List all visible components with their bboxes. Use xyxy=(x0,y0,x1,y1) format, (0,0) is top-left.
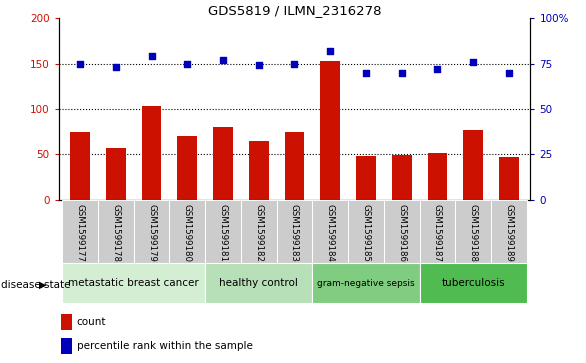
Point xyxy=(432,66,442,72)
Bar xyxy=(70,132,90,200)
Bar xyxy=(61,314,71,330)
Point xyxy=(290,61,299,66)
Bar xyxy=(491,200,527,263)
Point xyxy=(325,48,335,54)
Bar xyxy=(62,200,98,263)
Bar xyxy=(169,200,205,263)
Text: GSM1599178: GSM1599178 xyxy=(111,204,120,262)
Bar xyxy=(249,141,268,200)
Bar xyxy=(106,148,125,200)
Bar xyxy=(420,263,527,303)
Bar xyxy=(428,153,447,200)
Text: GSM1599187: GSM1599187 xyxy=(433,204,442,262)
Bar xyxy=(384,200,420,263)
Text: GSM1599189: GSM1599189 xyxy=(505,204,513,262)
Text: GSM1599182: GSM1599182 xyxy=(254,204,263,262)
Bar xyxy=(178,136,197,200)
Bar xyxy=(312,200,348,263)
Point xyxy=(76,61,85,66)
Text: metastatic breast cancer: metastatic breast cancer xyxy=(69,278,199,288)
Bar xyxy=(312,263,420,303)
Bar xyxy=(98,200,134,263)
Point xyxy=(254,62,264,68)
Point xyxy=(468,59,478,65)
Point xyxy=(183,61,192,66)
Point xyxy=(504,70,513,76)
Text: GSM1599181: GSM1599181 xyxy=(219,204,227,262)
Text: count: count xyxy=(77,317,106,327)
Title: GDS5819 / ILMN_2316278: GDS5819 / ILMN_2316278 xyxy=(207,4,381,17)
Point xyxy=(361,70,370,76)
Text: disease state: disease state xyxy=(1,280,71,290)
Bar xyxy=(392,155,411,200)
Bar xyxy=(205,263,312,303)
Bar xyxy=(134,200,169,263)
Text: GSM1599180: GSM1599180 xyxy=(183,204,192,262)
Bar xyxy=(348,200,384,263)
Text: GSM1599177: GSM1599177 xyxy=(76,204,84,262)
Bar xyxy=(499,157,519,200)
Text: GSM1599185: GSM1599185 xyxy=(362,204,370,262)
Text: GSM1599184: GSM1599184 xyxy=(326,204,335,262)
Bar xyxy=(420,200,455,263)
Text: healthy control: healthy control xyxy=(219,278,298,288)
Bar xyxy=(142,106,161,200)
Point xyxy=(147,53,156,59)
Bar xyxy=(464,130,483,200)
Bar xyxy=(62,263,205,303)
Point xyxy=(219,57,228,63)
Text: tuberculosis: tuberculosis xyxy=(441,278,505,288)
Bar xyxy=(277,200,312,263)
Text: GSM1599186: GSM1599186 xyxy=(397,204,406,262)
Text: ▶: ▶ xyxy=(39,280,46,290)
Bar xyxy=(61,338,71,354)
Text: gram-negative sepsis: gram-negative sepsis xyxy=(317,279,415,287)
Text: GSM1599188: GSM1599188 xyxy=(469,204,478,262)
Bar xyxy=(205,200,241,263)
Bar xyxy=(285,132,304,200)
Text: GSM1599183: GSM1599183 xyxy=(290,204,299,262)
Text: percentile rank within the sample: percentile rank within the sample xyxy=(77,341,253,351)
Bar xyxy=(356,156,376,200)
Bar xyxy=(213,127,233,200)
Bar xyxy=(455,200,491,263)
Point xyxy=(111,64,121,70)
Point xyxy=(397,70,406,76)
Text: GSM1599179: GSM1599179 xyxy=(147,204,156,262)
Bar xyxy=(321,61,340,200)
Bar xyxy=(241,200,277,263)
